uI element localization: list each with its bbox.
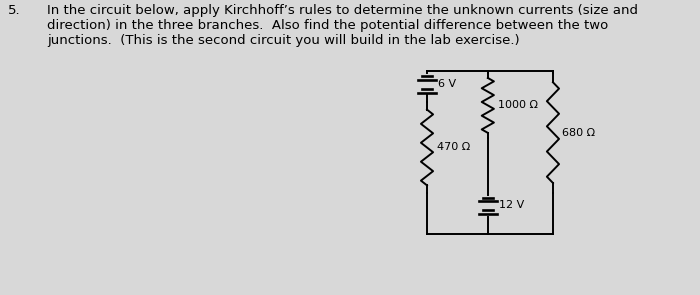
Text: 470 Ω: 470 Ω (438, 142, 470, 153)
Text: 6 V: 6 V (438, 78, 456, 88)
Text: 1000 Ω: 1000 Ω (498, 100, 538, 110)
Text: 680 Ω: 680 Ω (561, 128, 595, 138)
Text: 5.: 5. (8, 4, 20, 17)
Text: 12 V: 12 V (499, 200, 524, 210)
Text: In the circuit below, apply Kirchhoff’s rules to determine the unknown currents : In the circuit below, apply Kirchhoff’s … (47, 4, 638, 47)
